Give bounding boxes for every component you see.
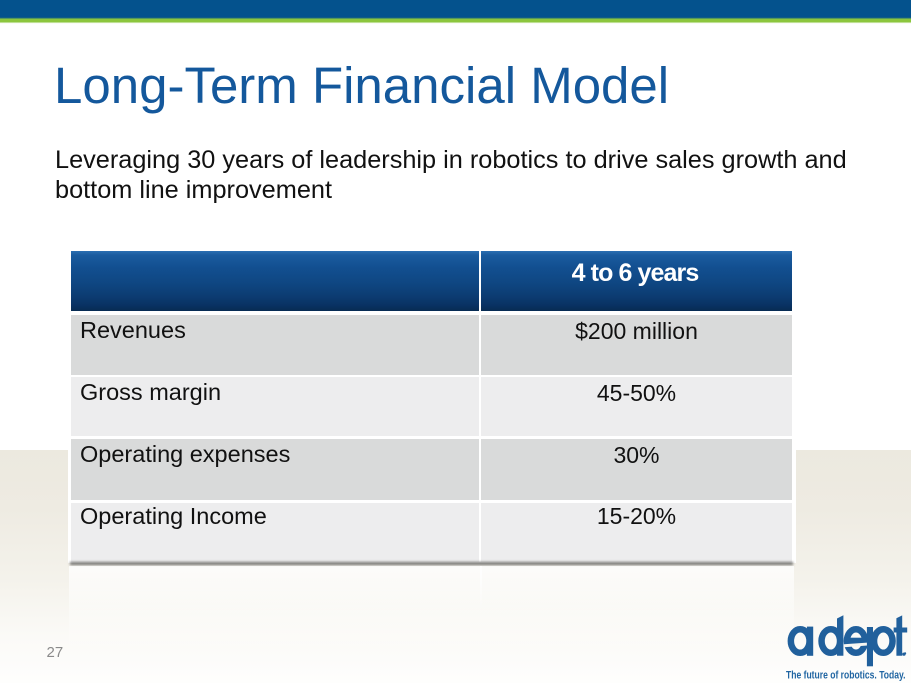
svg-text:The future of robotics. Today.: The future of robotics. Today.: [786, 670, 906, 682]
